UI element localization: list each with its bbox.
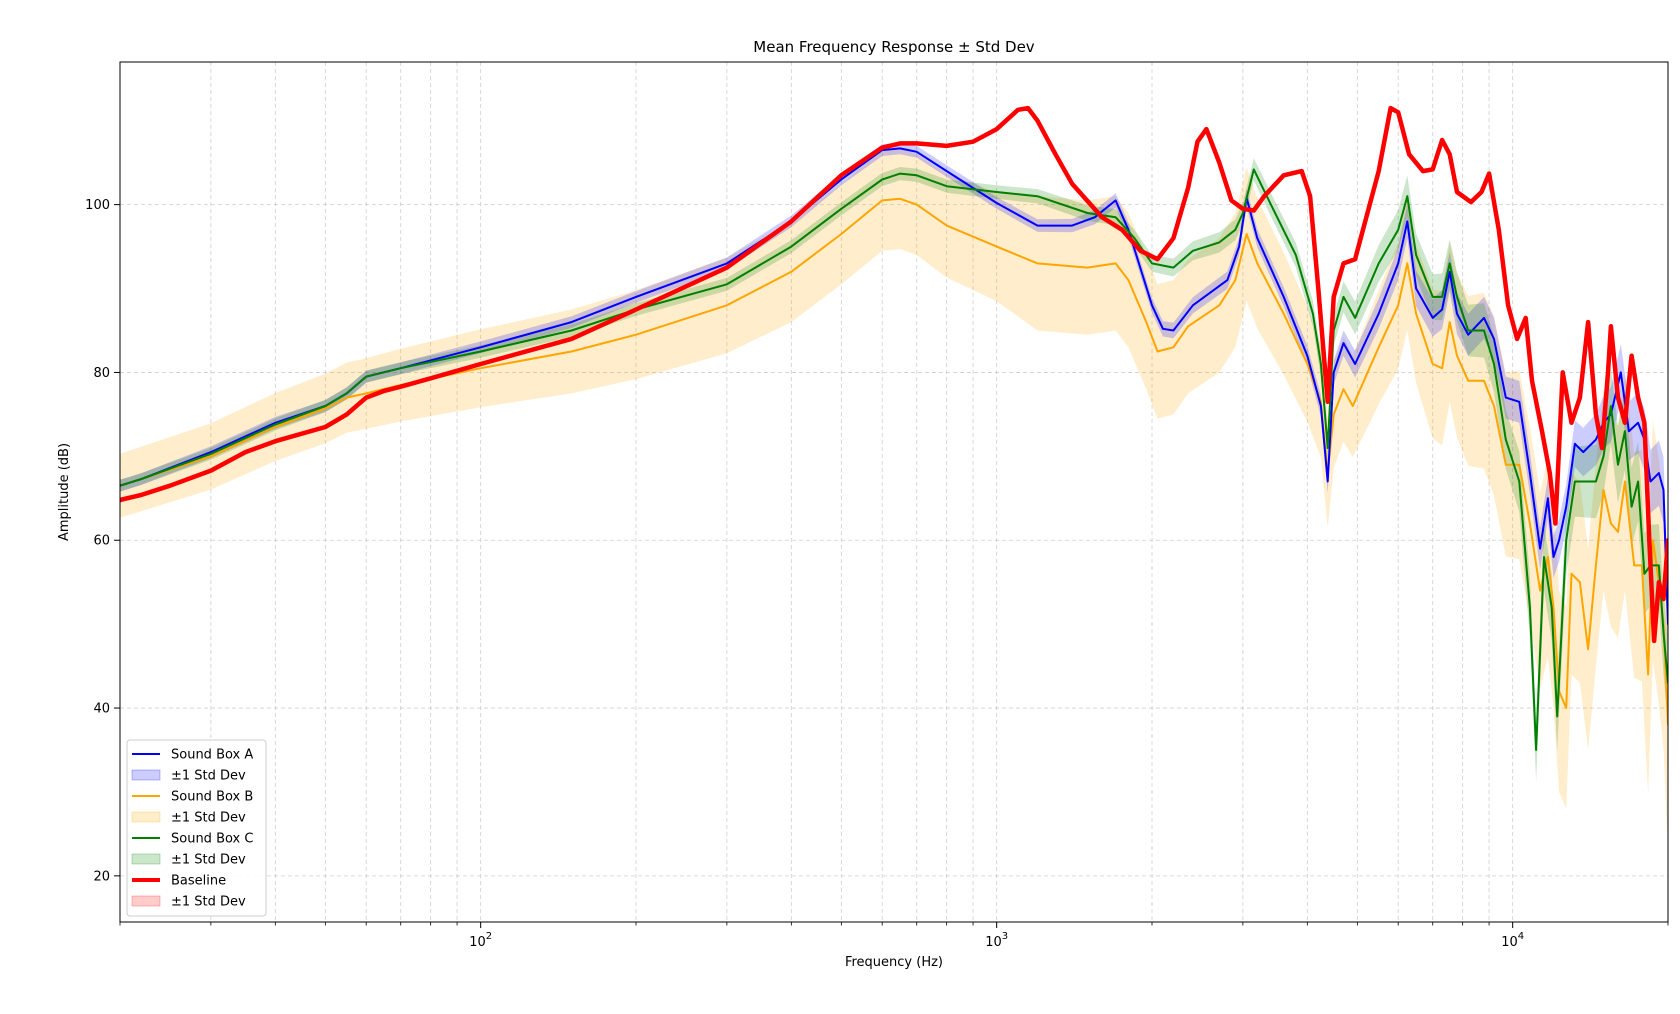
grid [119, 62, 1669, 922]
x-tick-base: 10 [1501, 935, 1518, 950]
legend-label: Baseline [171, 874, 226, 889]
legend-label: ±1 Std Dev [171, 853, 246, 868]
sound-box-c-std-band [120, 158, 1668, 782]
legend-label: Sound Box A [171, 748, 253, 763]
y-axis-label: Amplitude (dB) [57, 443, 72, 541]
legend-label: ±1 Std Dev [171, 895, 246, 910]
x-tick-base: 10 [985, 935, 1002, 950]
legend-band-swatch [131, 769, 161, 781]
legend-item: ±1 Std Dev [131, 853, 246, 868]
legend-label: ±1 Std Dev [171, 811, 246, 826]
x-tick-label: 102 [469, 931, 492, 950]
x-axis-label: Frequency (Hz) [845, 955, 943, 970]
legend-item: Sound Box B [132, 790, 253, 805]
x-tick-exponent: 3 [1002, 931, 1008, 942]
plot-area-frame [119, 61, 1669, 923]
baseline-line [120, 105, 1668, 644]
sound-box-b-line [120, 197, 1668, 726]
legend-item: Baseline [132, 874, 226, 889]
y-tick-label: 20 [93, 869, 110, 884]
y-tick-label: 60 [93, 534, 110, 549]
legend-band-swatch [131, 895, 161, 907]
sound-box-c-line [120, 168, 1668, 751]
x-tick-exponent: 2 [486, 931, 492, 942]
x-tick-label: 103 [985, 931, 1008, 950]
y-tick-label: 40 [93, 702, 110, 717]
legend-label: ±1 Std Dev [171, 769, 246, 784]
legend-item: Sound Box A [132, 748, 253, 763]
legend-item: ±1 Std Dev [131, 895, 246, 910]
legend-box [126, 739, 267, 917]
legend-label: Sound Box B [171, 790, 253, 805]
y-tick-label: 80 [93, 366, 110, 381]
sound-box-b-std-band [120, 148, 1668, 851]
x-tick-base: 10 [469, 935, 486, 950]
legend: Sound Box A ±1 Std Dev Sound Box B ±1 Std D… [126, 739, 267, 917]
x-tick-exponent: 4 [1518, 931, 1524, 942]
legend-band-swatch [131, 853, 161, 865]
series-layer [120, 105, 1668, 851]
legend-band-swatch [131, 811, 161, 823]
legend-item: ±1 Std Dev [131, 769, 246, 784]
y-tick-label: 100 [85, 198, 110, 213]
legend-label: Sound Box C [171, 832, 253, 847]
x-tick-label: 104 [1501, 931, 1524, 950]
chart-title: Mean Frequency Response ± Std Dev [753, 38, 1035, 56]
legend-item: ±1 Std Dev [131, 811, 246, 826]
legend-item: Sound Box C [132, 832, 253, 847]
